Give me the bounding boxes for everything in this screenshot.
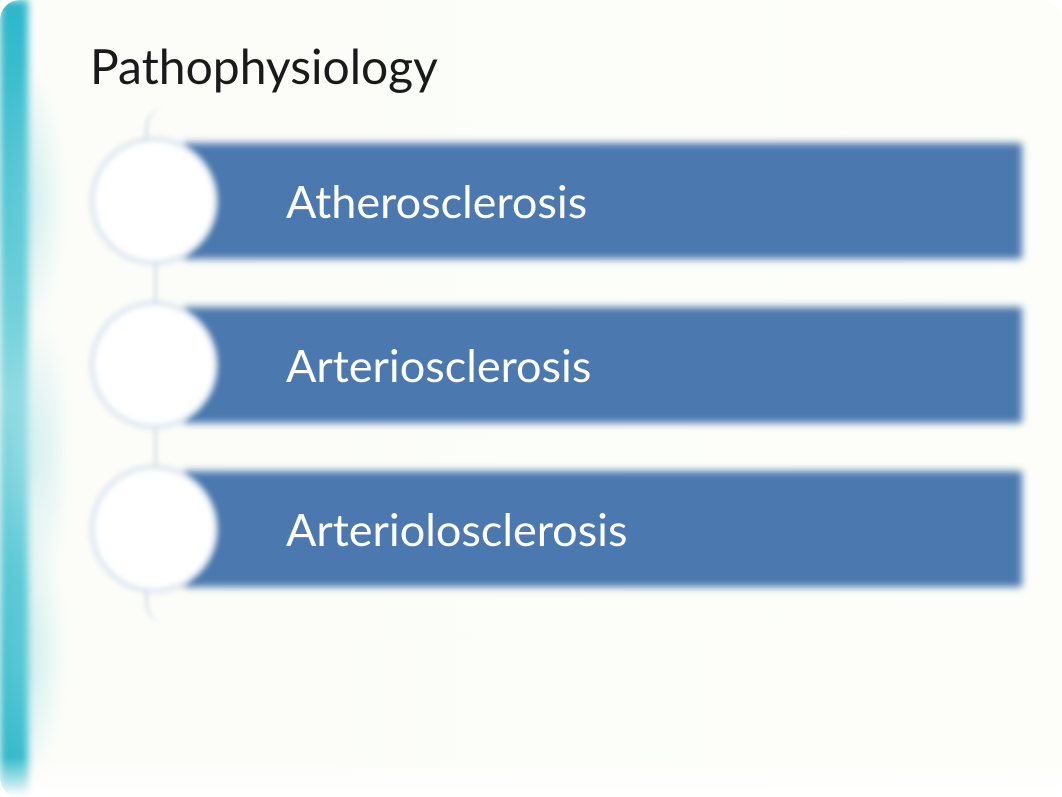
bullet-circle xyxy=(90,137,218,265)
items-wrapper: Atherosclerosis Arteriosclerosis Arteriolo… xyxy=(90,143,1022,587)
item-label: Arteriosclerosis xyxy=(286,338,591,392)
item-label: Arteriolosclerosis xyxy=(286,502,627,556)
list-item: Atherosclerosis xyxy=(90,143,1022,259)
left-accent-pattern xyxy=(8,0,63,797)
content-area: Pathophysiology Atherosclerosis Arteriosc… xyxy=(80,38,1022,757)
bullet-circle xyxy=(90,301,218,429)
slide-title: Pathophysiology xyxy=(90,38,1022,95)
list-item: Arteriolosclerosis xyxy=(90,471,1022,587)
item-label: Atherosclerosis xyxy=(286,174,587,228)
list-item: Arteriosclerosis xyxy=(90,307,1022,423)
item-bar: Arteriosclerosis xyxy=(184,307,1022,423)
bullet-circle xyxy=(90,465,218,593)
slide-container: Pathophysiology Atherosclerosis Arteriosc… xyxy=(0,0,1062,797)
item-bar: Arteriolosclerosis xyxy=(184,471,1022,587)
item-bar: Atherosclerosis xyxy=(184,143,1022,259)
bottom-fade xyxy=(0,757,1062,797)
